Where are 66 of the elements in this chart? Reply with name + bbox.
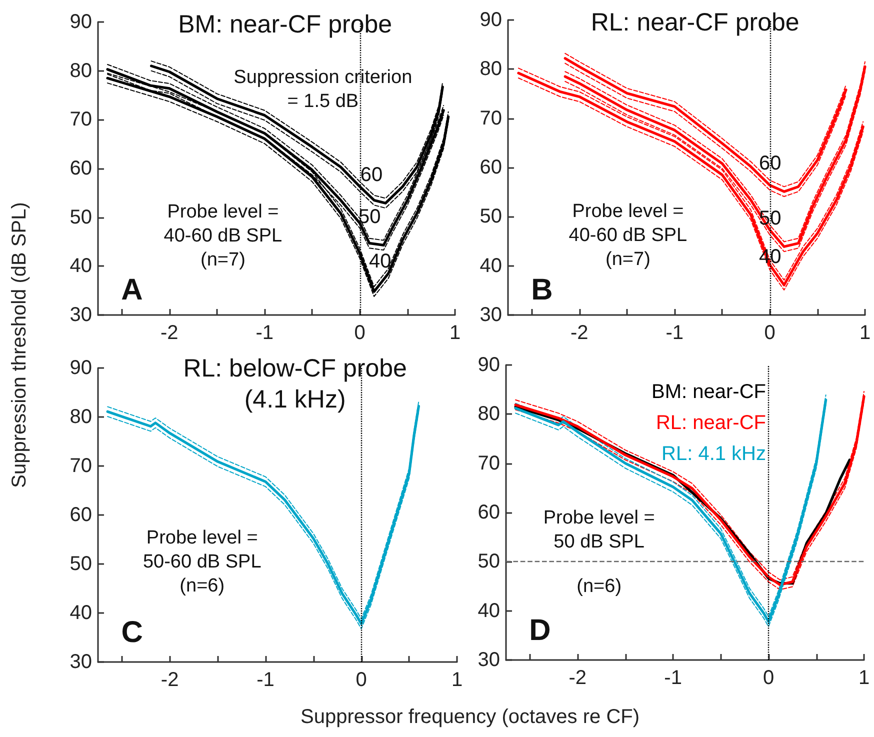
y-tick-label: 60 bbox=[70, 158, 92, 180]
x-tick-label: 1 bbox=[449, 322, 461, 344]
x-tick-label: -1 bbox=[664, 667, 682, 689]
annotation: (n=6) bbox=[576, 576, 622, 597]
y-tick-label: 70 bbox=[70, 455, 92, 477]
y-tick-label: 50 bbox=[70, 206, 92, 228]
y-tick-label: 80 bbox=[480, 58, 502, 80]
y-tick-label: 60 bbox=[480, 156, 502, 178]
y-tick-label: 40 bbox=[480, 254, 502, 277]
x-tick-label: -2 bbox=[570, 322, 588, 344]
x-tick-label: 0 bbox=[764, 322, 776, 344]
series-label: RL: 4.1 kHz bbox=[662, 443, 766, 465]
x-tick-label: 1 bbox=[451, 669, 463, 691]
y-tick-label: 90 bbox=[478, 354, 500, 376]
annotation: B bbox=[531, 273, 553, 306]
x-tick-label: -2 bbox=[568, 667, 586, 689]
annotation: Probe level = 50 dB SPL bbox=[543, 508, 655, 553]
annotation: A bbox=[121, 274, 143, 307]
x-tick-label: 1 bbox=[858, 667, 870, 689]
annotation: Probe level = 40-60 dB SPL (n=7) bbox=[164, 201, 282, 270]
y-tick-label: 50 bbox=[480, 206, 502, 228]
y-tick-label: 80 bbox=[70, 406, 92, 428]
x-tick-label: 1 bbox=[859, 322, 871, 344]
y-tick-label: 70 bbox=[70, 108, 92, 131]
text: BM: near-CF bbox=[652, 381, 766, 403]
x-tick-label: 0 bbox=[354, 322, 366, 344]
annotation: C bbox=[121, 616, 143, 650]
x-tick-label: 0 bbox=[762, 667, 774, 689]
x-tick-label: -2 bbox=[160, 669, 179, 691]
y-tick-label: 80 bbox=[70, 60, 92, 82]
y-tick-label: 30 bbox=[70, 651, 92, 673]
chart-title: RL: below-CF probe (4.1 kHz) bbox=[183, 354, 407, 414]
y-tick-label: 50 bbox=[70, 553, 92, 575]
y-tick-label: 50 bbox=[478, 550, 500, 573]
annotation: D bbox=[529, 614, 551, 647]
y-tick-label: 90 bbox=[70, 11, 92, 33]
y-tick-label: 80 bbox=[478, 403, 500, 426]
y-tick-label: 60 bbox=[478, 502, 500, 524]
y-tick-label: 70 bbox=[480, 107, 502, 130]
x-tick-label: -2 bbox=[160, 322, 178, 344]
annotation: Probe level = 40-60 dB SPL (n=7) bbox=[568, 200, 688, 270]
y-tick-label: 40 bbox=[478, 600, 500, 622]
x-tick-label: 0 bbox=[356, 669, 367, 691]
y-tick-label: 90 bbox=[480, 9, 502, 31]
chart-title: BM: near-CF probe bbox=[178, 10, 392, 38]
annotation: Probe level = 50-60 dB SPL (n=6) bbox=[142, 528, 262, 597]
y-tick-label: 30 bbox=[70, 304, 92, 326]
series-label: RL: near-CF bbox=[656, 412, 766, 434]
series-label: 50 bbox=[358, 206, 381, 228]
y-tick-label: 60 bbox=[70, 504, 92, 526]
y-axis-title: Suppression threshold (dB SPL) bbox=[8, 202, 32, 488]
series-label: 60 bbox=[360, 164, 383, 186]
y-tick-label: 70 bbox=[478, 452, 500, 474]
y-tick-label: 40 bbox=[70, 255, 92, 278]
y-tick-label: 30 bbox=[480, 304, 502, 326]
y-tick-label: 90 bbox=[70, 357, 92, 379]
x-axis-title: Suppressor frequency (octaves re CF) bbox=[300, 706, 640, 729]
series-label: 60 bbox=[758, 152, 782, 175]
x-tick-label: -1 bbox=[256, 322, 274, 344]
series-label: 40 bbox=[368, 250, 392, 273]
x-tick-label: -1 bbox=[666, 322, 684, 344]
chart-title: RL: near-CF probe bbox=[590, 8, 800, 36]
x-tick-label: -1 bbox=[256, 669, 274, 691]
y-tick-label: 30 bbox=[478, 649, 500, 671]
annotation: Suppression criterion = 1.5 dB bbox=[234, 66, 412, 112]
y-tick-label: 40 bbox=[70, 602, 92, 624]
